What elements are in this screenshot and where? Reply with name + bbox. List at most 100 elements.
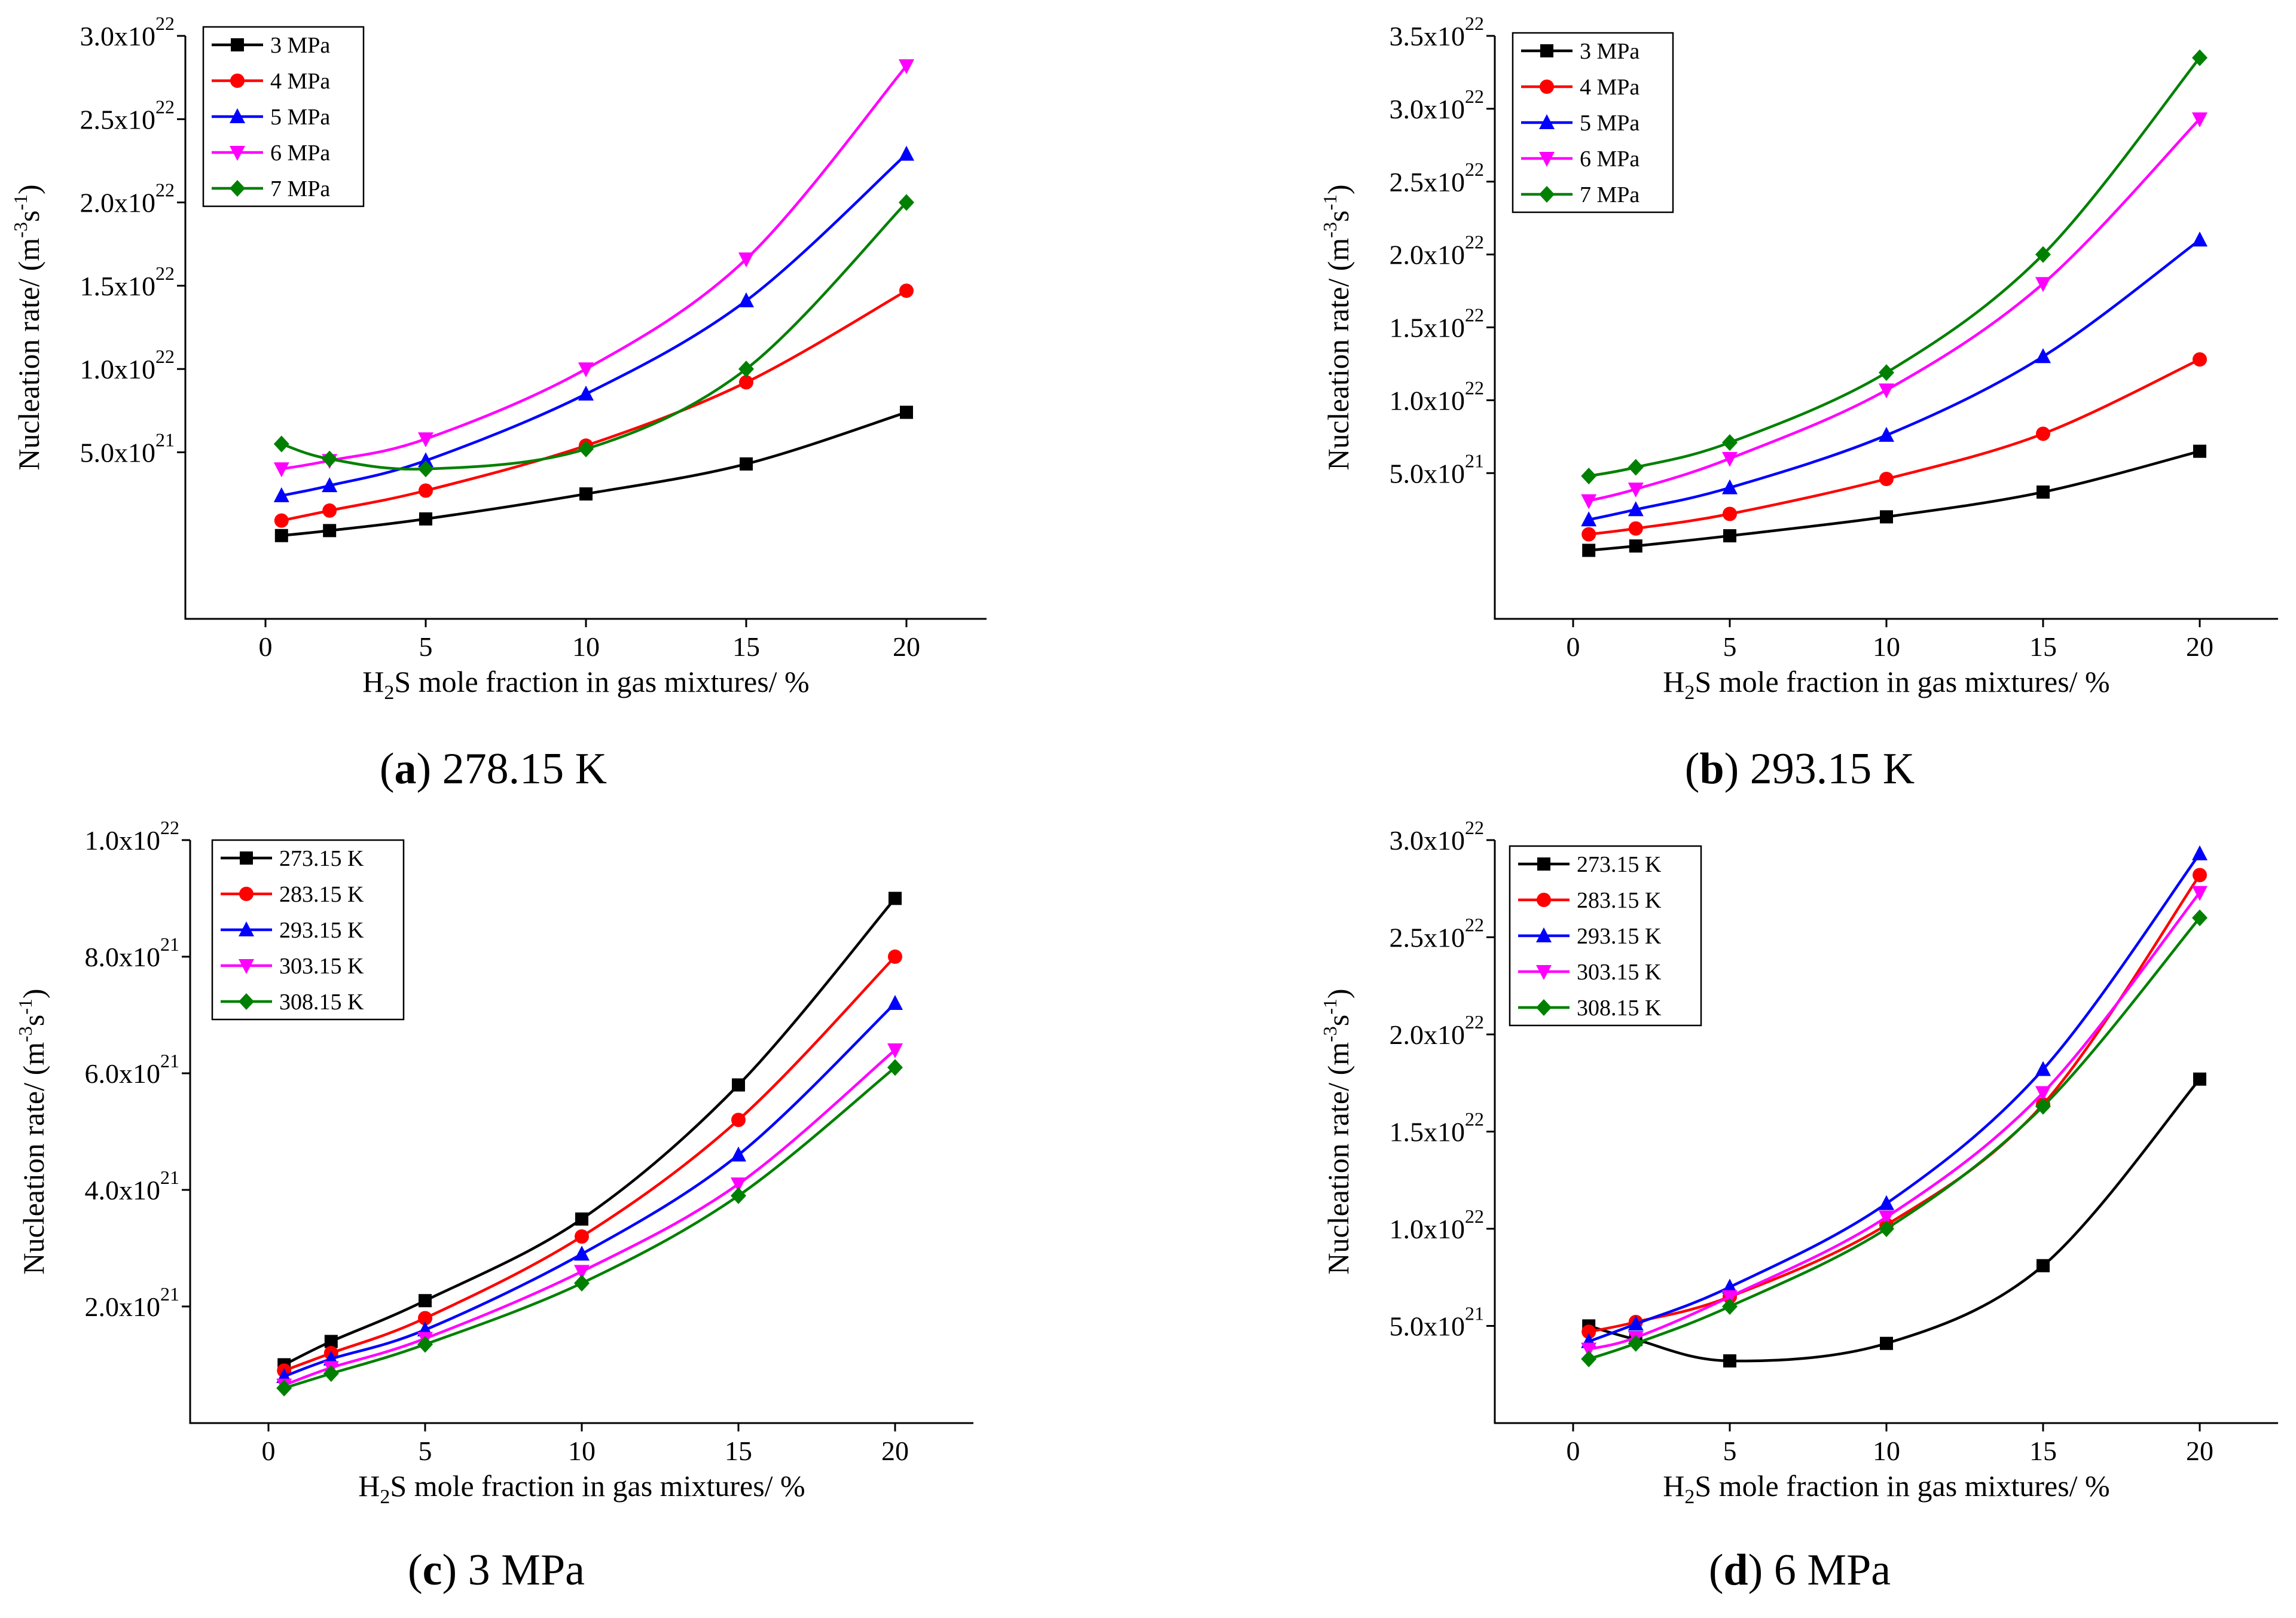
data-point-2 [1879, 426, 1894, 442]
y-tick-exponent: 22 [155, 96, 175, 117]
y-tick-exponent: 22 [1465, 1205, 1484, 1227]
y-axis-title-superscript: -1 [1319, 194, 1341, 210]
series-line-0 [283, 897, 896, 1366]
data-point-0 [419, 512, 432, 526]
y-tick-mantissa: 3.0x10 [1390, 94, 1465, 124]
data-point-0 [419, 1294, 432, 1308]
x-tick-label: 0 [1567, 631, 1580, 662]
x-axis-title: H2S mole fraction in gas mixtures/ % [1663, 665, 2109, 704]
y-axis-title-superscript: -1 [1319, 999, 1341, 1015]
y-tick-label: 3.0x1022 [1390, 86, 1485, 124]
legend-label: 283.15 K [279, 882, 364, 907]
y-tick-mantissa: 2.5x10 [1390, 923, 1465, 953]
data-point-2 [2035, 1061, 2051, 1076]
series-line-2 [1588, 239, 2201, 521]
data-point-0 [1880, 510, 1893, 524]
y-tick-label: 1.0x1022 [1390, 1205, 1485, 1244]
y-tick-label: 8.0x1021 [85, 933, 180, 972]
y-tick-exponent: 21 [160, 1050, 179, 1071]
y-tick-exponent: 22 [1465, 13, 1484, 34]
y-tick-mantissa: 6.0x10 [85, 1058, 161, 1089]
y-tick-mantissa: 1.5x10 [1390, 1117, 1465, 1147]
y-axis-title-part: s [1321, 1015, 1355, 1026]
legend-label: 308.15 K [1577, 996, 1662, 1021]
x-axis-title-part: H [362, 665, 384, 698]
x-tick-label: 15 [732, 631, 760, 662]
data-point-0 [1629, 539, 1642, 553]
legend-marker [230, 108, 245, 123]
legend-label: 273.15 K [279, 846, 364, 871]
data-point-1 [1879, 472, 1894, 486]
data-point-3 [1581, 494, 1597, 509]
y-tick-label: 1.5x1022 [1390, 304, 1485, 343]
y-tick-label: 5.0x1021 [80, 429, 175, 468]
y-tick-exponent: 21 [160, 1167, 179, 1188]
data-point-4 [1722, 434, 1738, 451]
data-point-2 [418, 452, 433, 468]
series-line-4 [283, 1066, 896, 1390]
x-axis-title-part: S mole fraction in gas mixtures/ % [390, 1469, 805, 1503]
data-point-2 [731, 1146, 746, 1162]
y-tick-label: 2.0x1022 [1390, 1011, 1485, 1050]
data-point-0 [579, 487, 593, 501]
x-axis-title-part: H [358, 1469, 380, 1503]
data-point-4 [887, 1059, 903, 1076]
y-tick-label: 5.0x1021 [1390, 1303, 1485, 1342]
data-point-3 [2035, 1086, 2051, 1101]
y-tick-mantissa: 1.5x10 [80, 271, 156, 301]
data-point-1 [1628, 521, 1643, 536]
data-point-0 [2037, 485, 2050, 499]
data-point-0 [1723, 529, 1736, 543]
legend-marker [1539, 152, 1555, 167]
y-axis-title: Nucleation rate/ (m-3s-1) [1319, 988, 1355, 1274]
x-tick-label: 15 [2029, 631, 2057, 662]
panel-caption-text: 293.15 K [1750, 744, 1915, 793]
legend-marker [239, 921, 254, 936]
legend-label: 303.15 K [279, 954, 364, 979]
legend-marker [239, 993, 254, 1010]
y-tick-mantissa: 1.0x10 [1390, 1214, 1465, 1244]
x-tick-label: 10 [1873, 1436, 1900, 1466]
y-tick-label: 5.0x1021 [1390, 450, 1485, 489]
y-tick-exponent: 22 [1465, 817, 1484, 838]
panel-d: 0 5 10 15 205.0x10211.0x10221.5x10222.0x1022… [1319, 817, 2278, 1595]
y-tick-exponent: 22 [155, 262, 175, 284]
data-point-2 [1581, 511, 1597, 527]
y-tick-mantissa: 5.0x10 [1390, 458, 1465, 489]
data-point-2 [1879, 1195, 1894, 1210]
x-axis-title-part: H [1663, 665, 1684, 698]
y-axis-title-superscript: -1 [10, 194, 31, 210]
y-tick-label: 2.5x1022 [1390, 914, 1485, 953]
data-point-4 [276, 1379, 292, 1397]
series-line-1 [283, 955, 896, 1372]
y-tick-mantissa: 2.5x10 [80, 104, 156, 135]
data-point-4 [1722, 1298, 1738, 1315]
panel-caption-letter: b [1699, 744, 1724, 793]
y-tick-exponent: 21 [155, 429, 175, 450]
data-point-0 [740, 457, 753, 471]
y-tick-mantissa: 2.0x10 [85, 1292, 161, 1322]
data-point-3 [1581, 1342, 1597, 1358]
x-axis-title-part: S mole fraction in gas mixtures/ % [1694, 665, 2109, 698]
y-axis-title-superscript: -3 [1319, 1026, 1341, 1042]
data-point-2 [578, 385, 594, 401]
x-tick-label: 5 [419, 631, 433, 662]
data-point-2 [738, 292, 754, 307]
x-axis-title-subscript: 2 [384, 682, 394, 704]
data-point-3 [578, 362, 594, 378]
x-axis-title: H2S mole fraction in gas mixtures/ % [1663, 1469, 2109, 1508]
data-point-1 [2193, 352, 2207, 367]
y-tick-exponent: 22 [160, 817, 179, 838]
y-tick-label: 1.0x1022 [1390, 377, 1485, 416]
y-axis-title-superscript: -3 [10, 222, 31, 238]
x-tick-label: 5 [1723, 631, 1737, 662]
panel-caption-text: 278.15 K [442, 744, 607, 793]
data-point-0 [2193, 1072, 2206, 1086]
data-point-1 [731, 1113, 746, 1127]
legend-label: 273.15 K [1577, 852, 1662, 877]
data-point-2 [2035, 348, 2051, 364]
x-tick-label: 15 [725, 1436, 752, 1466]
y-tick-exponent: 21 [1465, 1303, 1484, 1324]
x-tick-label: 10 [572, 631, 600, 662]
